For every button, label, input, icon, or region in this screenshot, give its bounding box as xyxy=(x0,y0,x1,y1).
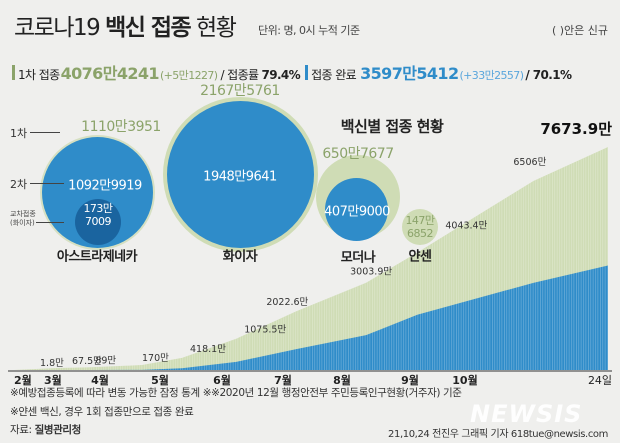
summary-bar: 1차 접종 4076만4241 (+5만1227) / 접종률 79.4% 접종… xyxy=(12,60,572,84)
side-label-second: 2차 xyxy=(10,178,28,191)
newsis-logo: NEWSIS xyxy=(470,400,583,428)
data-label: 6506만 xyxy=(513,157,546,168)
side-label-cross: 교차접종 (화이자) xyxy=(10,210,36,227)
data-label: 67.5만 xyxy=(72,356,102,367)
credit: 21,10,24 전진우 그래픽 기자 618tue@newsis.com xyxy=(388,429,608,440)
data-label: 170만 xyxy=(142,353,169,364)
unit-note: 단위: 명, 0시 누적 기준 xyxy=(258,24,360,37)
side-label-first: 1차 xyxy=(10,127,28,140)
pfizer-second-circle xyxy=(167,101,314,248)
pfizer-first-value: 2167만5761 xyxy=(200,83,280,99)
data-label: 2022.6만 xyxy=(266,297,308,308)
x-tick-label: 8월 xyxy=(333,373,351,387)
data-label: 7673.9만 xyxy=(540,120,612,138)
x-tick-label: 3월 xyxy=(44,373,62,387)
x-tick-label: 5월 xyxy=(151,373,169,387)
moderna-second-value: 407만9000 xyxy=(324,204,390,220)
data-label: 1075.5만 xyxy=(244,325,286,336)
footnote-1: ※예방접종등록에 따라 변동 가능한 잠정 통계 ※※2020년 12월 행정안… xyxy=(10,387,462,399)
data-label: 3003.9만 xyxy=(350,267,392,278)
moderna-second-circle xyxy=(325,178,388,241)
pfizer-name: 화이자 xyxy=(222,249,258,265)
cross-leader-line xyxy=(36,222,64,223)
az-name: 아스트라제네카 xyxy=(56,249,138,265)
completed-marker xyxy=(305,64,309,80)
x-tick-label: 2월 xyxy=(14,373,32,387)
legend-note: ( )안은 신규 xyxy=(551,24,608,37)
x-tick-label: 7월 xyxy=(274,373,292,387)
first-leader-line xyxy=(30,132,60,133)
area-completed-stripes xyxy=(14,265,608,370)
first-dose-value: 4076만4241 xyxy=(60,64,160,83)
x-tick-label: 9월 xyxy=(401,373,419,387)
data-label: 1.8만 xyxy=(40,358,64,369)
data-label: 418.1만 xyxy=(190,344,226,355)
janssen-circle xyxy=(402,209,438,245)
first-dose-marker xyxy=(12,64,15,80)
x-tick-label: 6월 xyxy=(213,373,231,387)
completed-rate: / 70.1% xyxy=(525,68,572,82)
page-title: 코로나19 백신 접종 현황 xyxy=(14,15,237,41)
footnote-2: ※얀센 백신, 경우 1회 접종만으로 접종 완료 xyxy=(10,406,194,418)
janssen-value: 147만 6852 xyxy=(405,214,435,240)
second-leader-line xyxy=(30,183,64,184)
x-tick-label: 24일 xyxy=(588,373,612,387)
source: 자료: 질병관리청 xyxy=(10,424,81,436)
az-second-value: 1092만9919 xyxy=(68,178,142,194)
az-first-value: 1110만3951 xyxy=(81,119,161,135)
pfizer-second-value: 1948만9641 xyxy=(203,169,277,185)
first-dose-rate: 79.4% xyxy=(261,68,301,82)
completed-value: 3597만5412 xyxy=(360,64,459,83)
moderna-name: 모더나 xyxy=(340,250,376,266)
janssen-name: 얀센 xyxy=(408,249,432,265)
data-label: 89만 xyxy=(95,355,116,366)
az-cross-value: 173만 7009 xyxy=(83,202,113,228)
x-tick-label: 4월 xyxy=(91,373,109,387)
moderna-first-value: 650만7677 xyxy=(322,146,394,162)
az-cross-circle xyxy=(75,199,121,245)
data-label: 4043.4만 xyxy=(445,221,487,232)
x-tick-label: 10월 xyxy=(452,373,477,387)
vaccine-section-title: 백신별 접종 현황 xyxy=(340,117,444,136)
